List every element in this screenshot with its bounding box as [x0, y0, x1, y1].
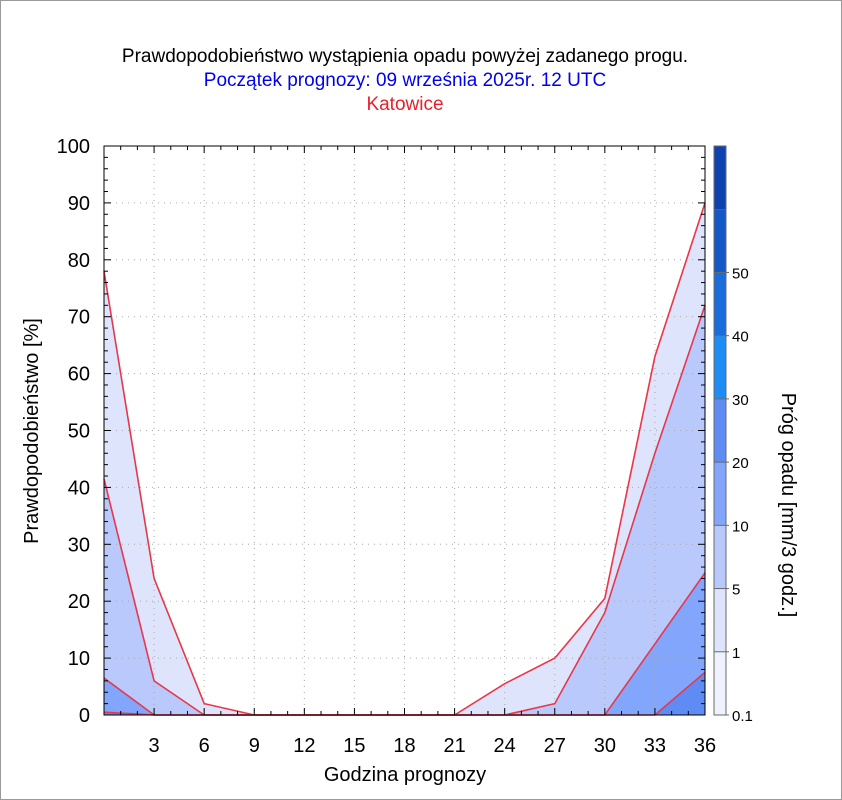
colorbar-segment [714, 651, 726, 715]
y-tick-label: 10 [68, 648, 90, 670]
colorbar-tick-label: 1 [732, 645, 740, 662]
x-tick-label: 15 [343, 735, 365, 757]
colorbar-tick-label: 30 [732, 392, 749, 409]
x-tick-label: 9 [249, 735, 260, 757]
y-tick-label: 100 [57, 136, 90, 158]
colorbar-label: Próg opadu [mm/3 godz.] [777, 393, 799, 618]
x-tick-label: 21 [443, 735, 465, 757]
y-tick-label: 60 [68, 364, 90, 386]
x-tick-label: 33 [644, 735, 666, 757]
colorbar-tick-label: 40 [732, 329, 749, 346]
y-axis-label: Prawdopodobieństwo [%] [21, 318, 43, 544]
y-tick-label: 80 [68, 250, 90, 272]
y-tick-label: 30 [68, 534, 90, 556]
colorbar-segment [714, 398, 726, 463]
y-tick-label: 20 [68, 591, 90, 613]
colorbar-segment [714, 209, 726, 273]
y-tick-label: 90 [68, 193, 90, 215]
colorbar-segment [714, 462, 726, 526]
colorbar-tick-label: 5 [732, 582, 740, 599]
chart-subtitle: Początek prognozy: 09 września 2025r. 12… [204, 70, 606, 91]
chart-title: Prawdopodobieństwo wystąpienia opadu pow… [122, 46, 688, 67]
probability-areas [104, 202, 705, 715]
y-tick-label: 40 [68, 477, 90, 499]
x-tick-label: 27 [544, 735, 566, 757]
colorbar-segment [714, 272, 726, 336]
y-axis: 0 10 20 30 40 50 60 70 80 90 100 [57, 136, 705, 727]
x-tick-label: 18 [393, 735, 415, 757]
grid-lines [104, 146, 705, 715]
x-axis: 3 6 9 12 15 18 21 24 27 30 33 36 [103, 146, 716, 757]
y-tick-label: 50 [68, 421, 90, 443]
area-threshold-2 [104, 572, 705, 715]
x-tick-label: 24 [494, 735, 516, 757]
x-axis-label: Godzina prognozy [324, 764, 486, 786]
y-tick-label: 70 [68, 307, 90, 329]
x-tick-label: 12 [293, 735, 315, 757]
colorbar: 0.1 1 5 10 20 30 40 50 [713, 145, 753, 725]
colorbar-tick-label: 10 [732, 518, 749, 535]
colorbar-segment [714, 525, 726, 589]
x-tick-label: 3 [149, 735, 160, 757]
colorbar-segment [714, 588, 726, 652]
x-tick-label: 6 [199, 735, 210, 757]
area-threshold-1 [104, 305, 705, 715]
x-tick-label: 30 [594, 735, 616, 757]
chart-location: Katowice [366, 94, 443, 115]
colorbar-tick-label: 0.1 [732, 708, 753, 725]
colorbar-segment [714, 146, 726, 210]
y-tick-label: 0 [79, 705, 90, 727]
x-tick-label: 36 [694, 735, 716, 757]
colorbar-tick-label: 20 [732, 455, 749, 472]
colorbar-tick-label: 50 [732, 265, 749, 282]
colorbar-segment [714, 335, 726, 399]
